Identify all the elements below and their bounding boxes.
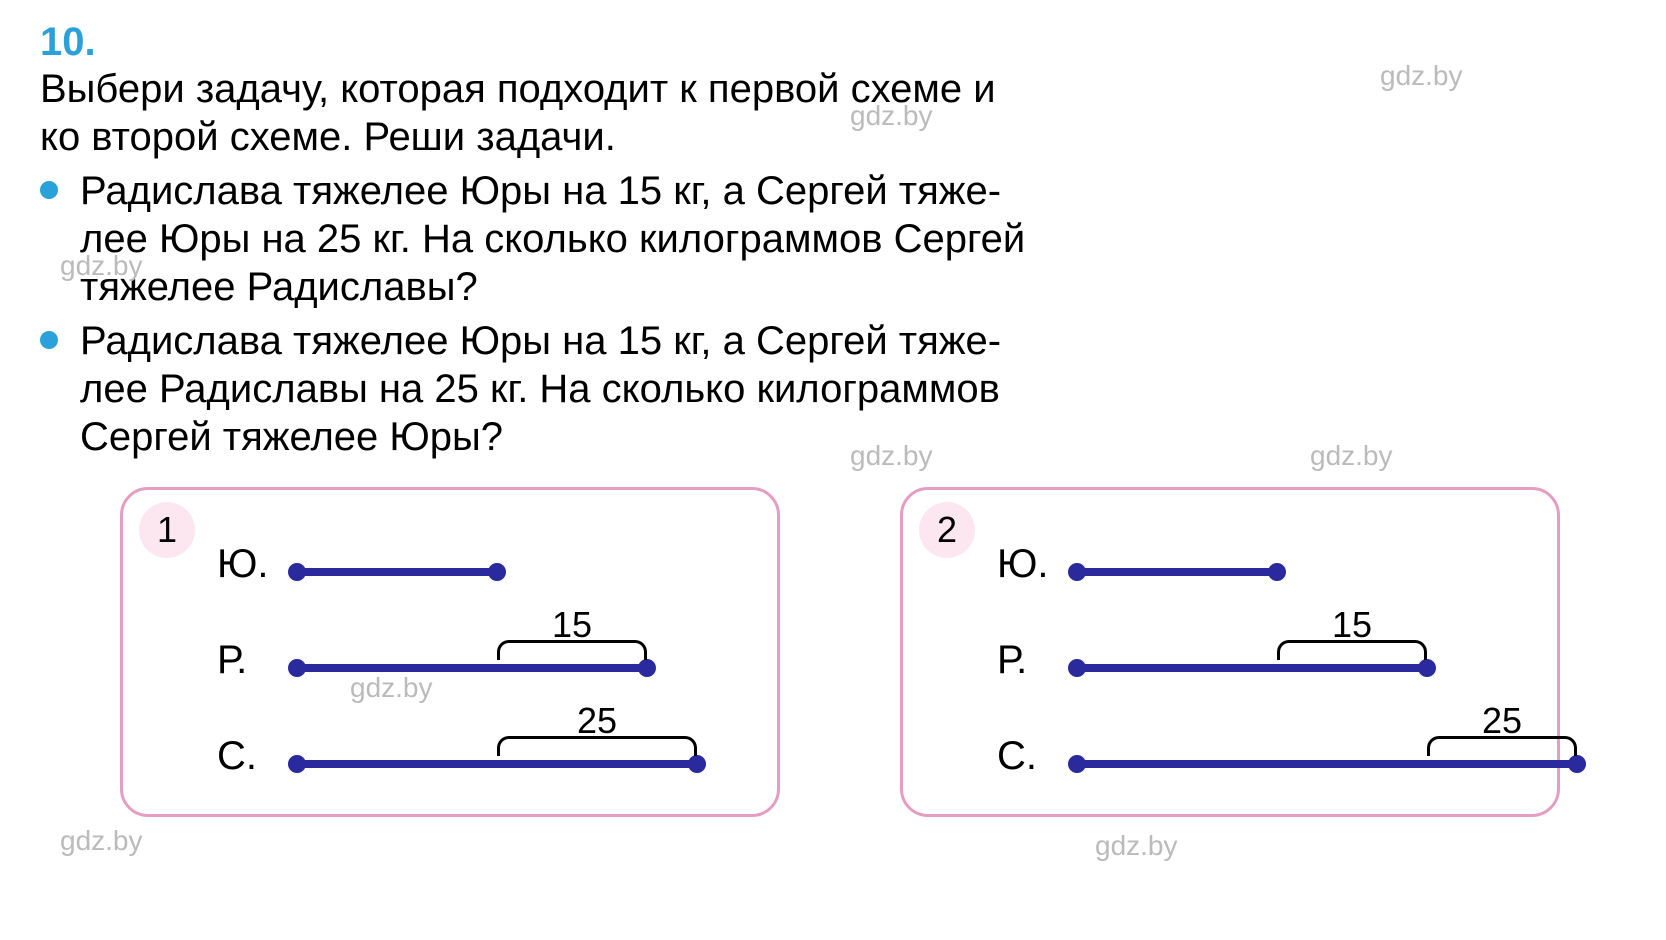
bullet-dot-icon (40, 331, 58, 349)
seg-dot (1068, 659, 1086, 677)
diagram-2-badge-label: 2 (937, 509, 957, 551)
intro-line2: ко второй схеме. Реши задачи. (40, 115, 616, 159)
row-label-y: Ю. (217, 542, 269, 587)
seg-dot (1068, 563, 1086, 581)
page: 10. Выбери задачу, которая подходит к пе… (0, 0, 1666, 940)
bullet-a: Радислава тяжелее Юры на 15 кг, а Сергей… (40, 167, 1560, 311)
diagram-1-rows: Ю. Р. 15 (217, 516, 753, 804)
intro-text: Выбери задачу, которая подходит к первой… (40, 65, 1560, 161)
row-label-s: С. (997, 734, 1037, 779)
segment-area: 15 (297, 612, 743, 708)
seg-line (1077, 664, 1427, 672)
bullet-b: Радислава тяжелее Юры на 15 кг, а Сергей… (40, 317, 1560, 461)
diagram-1-badge-label: 1 (157, 509, 177, 551)
bullet-a-line2: лее Юры на 25 кг. На сколько килограммов… (80, 217, 1025, 261)
problem-body: Выбери задачу, которая подходит к первой… (40, 65, 1560, 467)
segment-area: 15 (1077, 612, 1523, 708)
bullet-a-line3: тяжелее Радиславы? (80, 265, 478, 309)
seg-line (297, 664, 647, 672)
diagram-1-badge: 1 (139, 502, 195, 558)
seg-dot (1268, 563, 1286, 581)
row-label-r: Р. (217, 638, 247, 683)
problem-header-row: 10. Выбери задачу, которая подходит к пе… (40, 20, 1626, 467)
bullet-b-line3: Сергей тяжелее Юры? (80, 415, 503, 459)
segment-area (1077, 516, 1523, 612)
diagrams-row: 1 Ю. Р. (120, 487, 1626, 817)
seg-dot (1568, 755, 1586, 773)
segment-area: 25 (297, 708, 743, 804)
segment-area: 25 (1077, 708, 1523, 804)
bracket-label: 15 (552, 604, 592, 646)
bracket-label: 15 (1332, 604, 1372, 646)
diagram-2-row-r: Р. 15 (997, 612, 1533, 708)
diagram-1: 1 Ю. Р. (120, 487, 780, 817)
seg-dot (488, 563, 506, 581)
row-label-r: Р. (997, 638, 1027, 683)
seg-dot (288, 659, 306, 677)
seg-dot (638, 659, 656, 677)
diagram-1-row-s: С. 25 (217, 708, 753, 804)
diagram-1-row-y: Ю. (217, 516, 753, 612)
row-label-y: Ю. (997, 542, 1049, 587)
watermark-text: gdz.by (1095, 830, 1178, 862)
bullet-b-line1: Радислава тяжелее Юры на 15 кг, а Сергей… (80, 319, 1001, 363)
seg-line (1077, 760, 1577, 768)
seg-line (1077, 568, 1277, 576)
problem-number: 10. (40, 20, 120, 65)
segment-area (297, 516, 743, 612)
row-label-s: С. (217, 734, 257, 779)
diagram-2-badge: 2 (919, 502, 975, 558)
diagram-2-row-s: С. 25 (997, 708, 1533, 804)
bracket-label: 25 (577, 700, 617, 742)
bullet-b-line2: лее Радиславы на 25 кг. На сколько килог… (80, 367, 1000, 411)
diagram-2: 2 Ю. Р. (900, 487, 1560, 817)
bracket-label: 25 (1482, 700, 1522, 742)
diagram-1-row-r: Р. 15 (217, 612, 753, 708)
seg-dot (1418, 659, 1436, 677)
bullet-dot-icon (40, 181, 58, 199)
seg-dot (1068, 755, 1086, 773)
bullet-a-line1: Радислава тяжелее Юры на 15 кг, а Сергей… (80, 169, 1001, 213)
seg-dot (288, 563, 306, 581)
diagram-2-rows: Ю. Р. 15 (997, 516, 1533, 804)
seg-line (297, 568, 497, 576)
watermark-text: gdz.by (60, 825, 143, 857)
intro-line1: Выбери задачу, которая подходит к первой… (40, 67, 996, 111)
seg-dot (688, 755, 706, 773)
diagram-2-row-y: Ю. (997, 516, 1533, 612)
seg-line (297, 760, 697, 768)
seg-dot (288, 755, 306, 773)
